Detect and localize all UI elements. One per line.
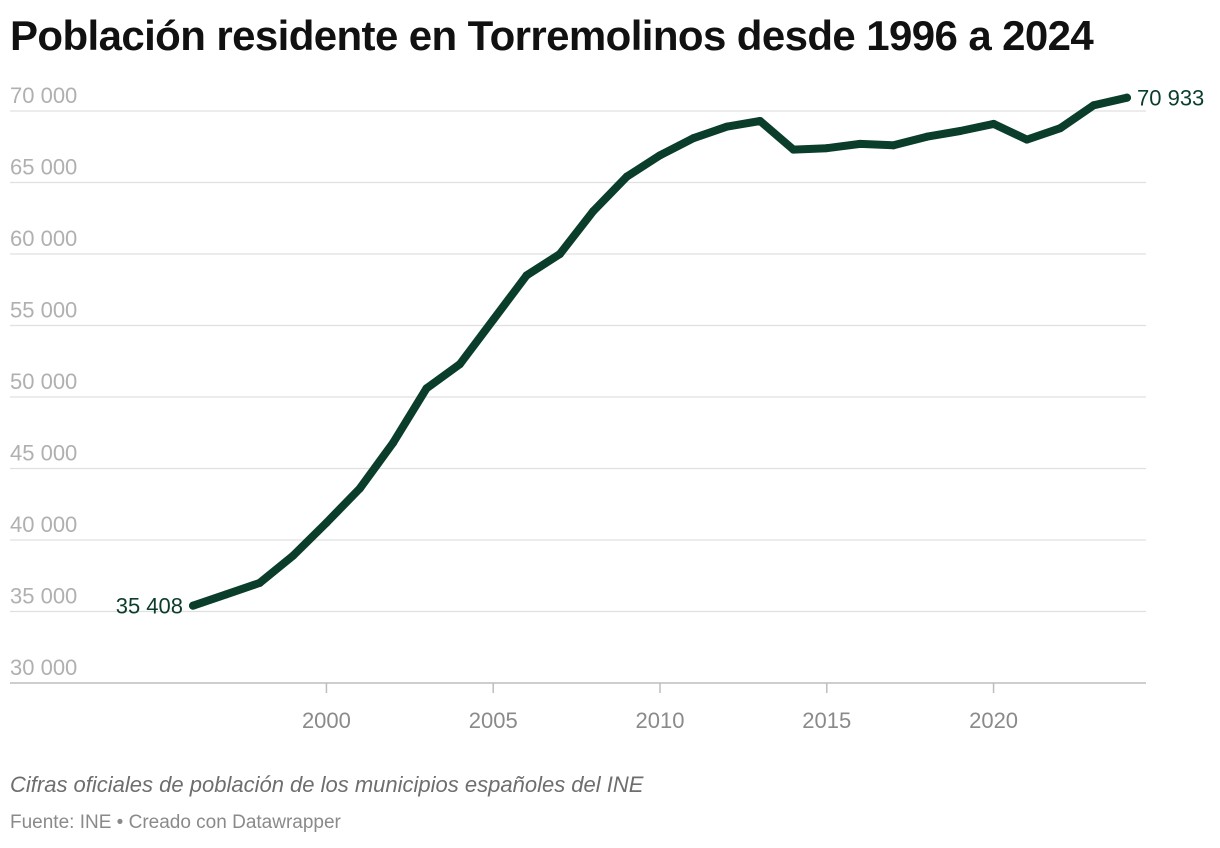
line-chart: 70 000 65 000 60 000 55 000 50 000 45 000 40 0… bbox=[10, 83, 1205, 733]
y-axis-tick-labels: 70 000 65 000 60 000 55 000 50 000 45 000 40 0… bbox=[10, 83, 77, 680]
data-point bbox=[989, 119, 998, 128]
data-labels: 35 408 70 933 bbox=[116, 86, 1205, 619]
data-point bbox=[622, 172, 631, 181]
data-point bbox=[956, 127, 965, 136]
series-layer bbox=[189, 93, 1131, 610]
data-point bbox=[355, 484, 364, 493]
y-tick-label: 50 000 bbox=[10, 369, 77, 394]
data-point bbox=[522, 271, 531, 280]
data-point bbox=[722, 122, 731, 131]
y-tick-label: 65 000 bbox=[10, 155, 77, 180]
x-tick-label: 2015 bbox=[802, 708, 851, 733]
x-tick-label: 2005 bbox=[469, 708, 518, 733]
data-point bbox=[389, 438, 398, 447]
data-point bbox=[1056, 124, 1065, 133]
data-point bbox=[822, 144, 831, 153]
x-tick-label: 2010 bbox=[636, 708, 685, 733]
data-point bbox=[689, 134, 698, 143]
data-point bbox=[255, 578, 264, 587]
data-point bbox=[422, 384, 431, 393]
x-tick-label: 2020 bbox=[969, 708, 1018, 733]
data-point bbox=[656, 151, 664, 160]
x-axis: 2000 2005 2010 2015 2020 bbox=[302, 683, 1018, 733]
data-point bbox=[756, 117, 765, 126]
data-point bbox=[1089, 101, 1098, 110]
data-point bbox=[455, 360, 464, 369]
y-tick-label: 45 000 bbox=[10, 441, 77, 466]
chart-source: Fuente: INE • Creado con Datawrapper bbox=[10, 812, 341, 833]
gridlines bbox=[10, 110, 1146, 684]
y-tick-label: 70 000 bbox=[10, 83, 77, 108]
data-point bbox=[922, 132, 931, 141]
data-point bbox=[889, 141, 898, 150]
data-point bbox=[1022, 135, 1031, 144]
y-tick-label: 60 000 bbox=[10, 226, 77, 251]
series-line-0 bbox=[189, 93, 1131, 610]
y-tick-label: 30 000 bbox=[10, 655, 77, 680]
data-point bbox=[189, 601, 197, 610]
data-point bbox=[289, 551, 298, 560]
chart-title: Población residente en Torremolinos desd… bbox=[10, 12, 1094, 59]
data-point bbox=[489, 315, 498, 324]
data-point bbox=[589, 207, 598, 216]
start-value-label: 35 408 bbox=[116, 594, 183, 619]
end-value-label: 70 933 bbox=[1137, 86, 1204, 111]
data-point bbox=[222, 590, 231, 599]
y-tick-label: 40 000 bbox=[10, 512, 77, 537]
data-point bbox=[856, 139, 865, 148]
y-tick-label: 55 000 bbox=[10, 298, 77, 323]
x-tick-label: 2000 bbox=[302, 708, 351, 733]
chart-caption: Cifras oficiales de población de los mun… bbox=[10, 772, 644, 797]
data-point bbox=[322, 518, 331, 527]
y-tick-label: 35 000 bbox=[10, 584, 77, 609]
data-point bbox=[789, 145, 798, 154]
data-point bbox=[1123, 93, 1131, 102]
data-point bbox=[555, 250, 564, 258]
